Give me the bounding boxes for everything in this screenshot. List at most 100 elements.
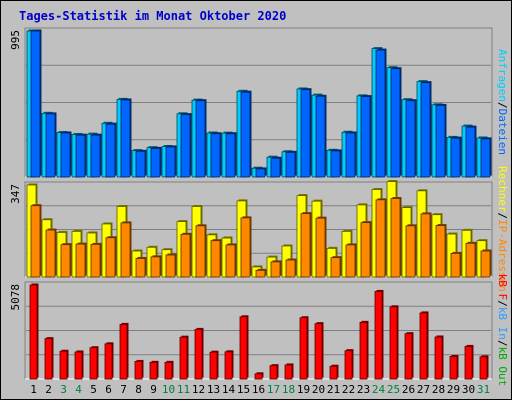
day-label-8: 8 [135, 383, 142, 396]
bar-middle-series2-day-5 [90, 243, 101, 278]
y-max-label: 347 [9, 184, 22, 204]
bar-middle-series2-day-25 [390, 198, 401, 278]
bar-middle-series2-day-22 [345, 244, 356, 278]
panel-bottom: 5078 kB F/kB In/kB Out [9, 274, 509, 387]
bar-bottom-series1-day-13 [209, 351, 218, 380]
day-label-2: 2 [45, 383, 52, 396]
bar-bottom-series1-day-23 [359, 321, 368, 380]
day-label-1: 1 [30, 383, 37, 396]
bar-bottom-series1-day-21 [329, 365, 338, 380]
bar-bottom-series1-day-12 [194, 328, 203, 380]
day-label-10: 10 [162, 383, 175, 396]
bar-bottom-series1-day-8 [134, 361, 143, 380]
day-label-18: 18 [282, 383, 295, 396]
bar-bottom-series1-day-18 [284, 364, 293, 380]
day-label-4: 4 [75, 383, 82, 396]
bar-middle-series2-day-7 [120, 222, 131, 278]
legend-bottom: kB F/kB In/kB Out [496, 274, 509, 387]
bar-bottom-series1-day-11 [179, 336, 188, 380]
bar-middle-series2-day-9 [150, 256, 161, 278]
bar-bottom-series1-day-16 [254, 373, 263, 380]
day-label-29: 29 [447, 383, 460, 396]
bar-bottom-series1-day-7 [119, 323, 128, 380]
bar-top-series2-day-5 [90, 134, 101, 178]
bar-top-series2-day-7 [120, 99, 131, 178]
day-label-16: 16 [252, 383, 265, 396]
bar-top-series2-day-22 [345, 132, 356, 178]
legend-entry: Dateien [496, 109, 509, 155]
bar-top-series2-day-19 [300, 89, 311, 178]
day-label-19: 19 [297, 383, 310, 396]
bar-top-series2-day-20 [315, 95, 326, 178]
bar-top-series2-day-1 [30, 30, 41, 178]
bar-top-series2-day-31 [480, 138, 491, 178]
bar-middle-series2-day-4 [75, 243, 86, 278]
bar-middle-series2-day-17 [270, 261, 281, 278]
bar-top-series2-day-16 [255, 168, 266, 178]
legend-entry: / [496, 212, 509, 219]
bar-bottom-series1-day-30 [464, 346, 473, 380]
bar-middle-series2-day-10 [165, 254, 176, 278]
bar-middle-series2-day-14 [225, 244, 236, 278]
bar-top-series2-day-13 [210, 133, 221, 178]
bar-top-series2-day-9 [150, 147, 161, 178]
bar-top-series2-day-3 [60, 132, 71, 178]
bar-top-series2-day-4 [75, 134, 86, 178]
day-label-15: 15 [237, 383, 250, 396]
day-label-27: 27 [417, 383, 430, 396]
bar-middle-series2-day-19 [300, 213, 311, 278]
bar-top-series2-day-15 [240, 91, 251, 178]
bar-middle-series2-day-29 [450, 253, 461, 278]
bar-middle-series2-day-23 [360, 222, 371, 278]
bar-bottom-series1-day-22 [344, 350, 353, 380]
bar-top-series2-day-27 [420, 82, 431, 178]
bar-top-series2-day-18 [285, 151, 296, 178]
bar-middle-series2-day-24 [375, 199, 386, 278]
bar-top-series2-day-6 [105, 123, 116, 178]
legend-entry: / [496, 300, 509, 307]
day-label-30: 30 [462, 383, 475, 396]
bar-middle-series2-day-16 [255, 269, 266, 278]
day-label-31: 31 [477, 383, 490, 396]
bar-bottom-series1-day-24 [374, 291, 383, 380]
bar-middle-series2-day-28 [435, 225, 446, 278]
day-label-14: 14 [222, 383, 236, 396]
day-label-22: 22 [342, 383, 355, 396]
day-axis: 1 2 3 4 5 6 7 8 9 10 11 12 13 14 15 16 17 18 19 20 21 22 23 24 2… [30, 383, 490, 396]
bar-middle-series2-day-30 [465, 242, 476, 278]
bar-bottom-series1-day-4 [74, 351, 83, 380]
day-label-9: 9 [150, 383, 157, 396]
bar-bottom-series1-day-20 [314, 323, 323, 380]
legend-entry: kB F [496, 274, 509, 301]
bar-middle-series2-day-12 [195, 225, 206, 278]
bar-bottom-series1-day-5 [89, 347, 98, 380]
day-label-20: 20 [312, 383, 325, 396]
day-label-5: 5 [90, 383, 97, 396]
bar-bottom-series1-day-2 [44, 338, 53, 380]
bar-top-series2-day-12 [195, 100, 206, 178]
day-label-7: 7 [120, 383, 127, 396]
bar-top-series2-day-14 [225, 133, 236, 178]
day-label-13: 13 [207, 383, 220, 396]
bar-top-series2-day-2 [45, 113, 56, 178]
bar-top-series2-day-26 [405, 100, 416, 178]
day-label-24: 24 [372, 383, 386, 396]
bar-top-series2-day-28 [435, 104, 446, 178]
bar-bottom-series1-day-26 [404, 333, 413, 380]
bar-bottom-series1-day-9 [149, 361, 158, 380]
legend-entry: / [496, 102, 509, 109]
y-max-label: 995 [9, 30, 22, 50]
bar-bottom-series1-day-15 [239, 316, 248, 380]
bar-top-series2-day-30 [465, 126, 476, 178]
bar-top-series2-day-21 [330, 150, 341, 178]
bar-bottom-series1-day-25 [389, 306, 398, 380]
bar-middle-series2-day-13 [210, 240, 221, 278]
bar-middle-series2-day-3 [60, 244, 71, 278]
bar-bottom-series1-day-6 [104, 343, 113, 380]
day-label-12: 12 [192, 383, 205, 396]
legend-entry: / [496, 340, 509, 347]
bar-middle-series2-day-26 [405, 225, 416, 278]
day-label-3: 3 [60, 383, 67, 396]
